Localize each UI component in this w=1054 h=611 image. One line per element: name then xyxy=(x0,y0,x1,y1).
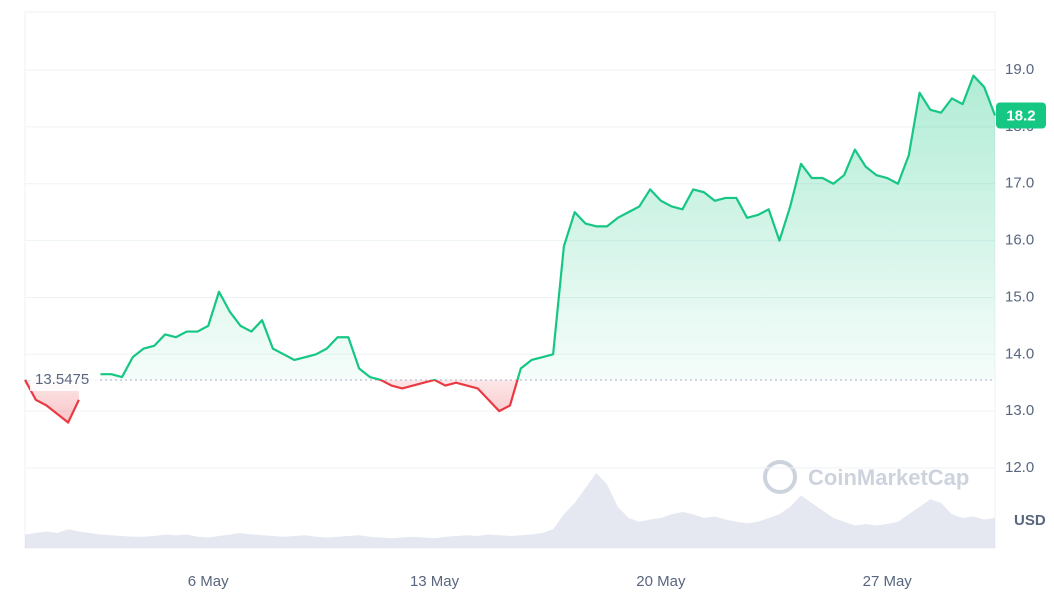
y-tick-label: 16.0 xyxy=(1005,232,1034,249)
x-tick-label: 6 May xyxy=(188,573,229,590)
baseline-label: 13.5475 xyxy=(35,371,89,388)
y-tick-label: 17.0 xyxy=(1005,175,1034,192)
watermark: CoinMarketCap xyxy=(763,460,969,494)
x-tick-label: 27 May xyxy=(863,573,913,590)
watermark-text: CoinMarketCap xyxy=(808,465,969,490)
baseline-label-bg xyxy=(30,369,100,392)
x-tick-label: 13 May xyxy=(410,573,460,590)
price-line xyxy=(24,74,997,424)
price-area xyxy=(25,75,995,423)
x-tick-label: 20 May xyxy=(636,573,686,590)
current-price-label: 18.2 xyxy=(1006,107,1035,124)
y-tick-label: 14.0 xyxy=(1005,345,1034,362)
y-tick-label: 15.0 xyxy=(1005,288,1034,305)
watermark-logo xyxy=(763,460,797,494)
currency-label: USD xyxy=(1014,512,1046,529)
y-tick-label: 12.0 xyxy=(1005,459,1034,476)
y-tick-label: 19.0 xyxy=(1005,61,1034,78)
y-tick-label: 13.0 xyxy=(1005,402,1034,419)
current-price-tag xyxy=(996,102,1046,129)
volume-area xyxy=(25,473,995,548)
